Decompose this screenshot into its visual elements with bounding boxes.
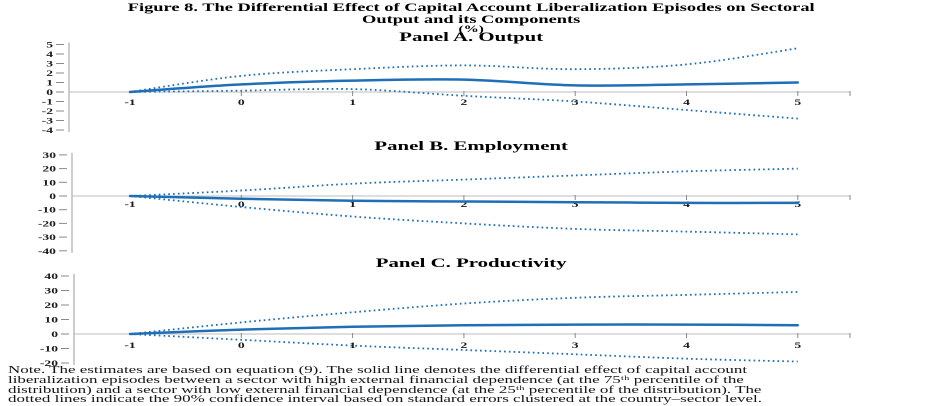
- svg-text:-20: -20: [38, 220, 57, 229]
- svg-text:5: 5: [794, 98, 801, 107]
- figure-title-line-1: Figure 8. The Differential Effect of Cap…: [127, 2, 815, 14]
- note-line-2: liberalization episodes between a sector…: [8, 374, 744, 386]
- svg-text:0: 0: [51, 330, 58, 339]
- series-solid-effect: [128, 78, 800, 94]
- svg-text:-10: -10: [38, 206, 57, 215]
- svg-text:0: 0: [238, 341, 245, 350]
- svg-text:-30: -30: [38, 233, 57, 242]
- svg-text:20: 20: [44, 301, 58, 310]
- svg-text:30: 30: [42, 152, 56, 160]
- panel-c-title: Panel C. Productivity: [375, 255, 567, 270]
- svg-text:30: 30: [44, 287, 58, 296]
- svg-text:-2: -2: [42, 107, 54, 116]
- series-dotted-ci: [129, 167, 798, 197]
- svg-text:0: 0: [238, 200, 245, 209]
- svg-text:4: 4: [46, 50, 53, 59]
- note-line-1: Note. The estimates are based on equatio…: [8, 365, 748, 376]
- svg-text:-1: -1: [42, 98, 54, 107]
- series-dotted-ci: [129, 195, 798, 236]
- unit-label: (%): [458, 25, 484, 35]
- svg-text:-3: -3: [42, 117, 54, 126]
- svg-text:2: 2: [460, 200, 467, 209]
- svg-text:-1: -1: [124, 200, 136, 209]
- svg-text:-10: -10: [40, 345, 59, 354]
- svg-text:3: 3: [572, 98, 579, 107]
- series-dotted-ci: [129, 291, 798, 335]
- svg-text:3: 3: [572, 200, 579, 209]
- svg-text:5: 5: [794, 341, 801, 350]
- svg-text:4: 4: [683, 341, 690, 350]
- svg-text:0: 0: [238, 98, 245, 107]
- svg-text:40: 40: [44, 272, 58, 281]
- svg-text:10: 10: [44, 316, 58, 325]
- svg-text:2: 2: [460, 341, 467, 350]
- svg-text:1: 1: [349, 98, 356, 107]
- series-solid-effect: [128, 194, 800, 205]
- svg-text:3: 3: [572, 341, 579, 350]
- svg-text:1: 1: [349, 200, 356, 209]
- svg-text:4: 4: [683, 98, 690, 107]
- series-dotted-ci: [129, 47, 798, 93]
- series-dotted-ci: [129, 87, 798, 120]
- note-line-3: distribution) and a sector with low exte…: [8, 384, 762, 396]
- svg-text:-4: -4: [42, 126, 54, 135]
- svg-text:0: 0: [46, 88, 53, 97]
- panel-b-title: Panel B. Employment: [374, 138, 568, 153]
- svg-text:-40: -40: [38, 247, 57, 256]
- svg-text:-20: -20: [40, 359, 59, 367]
- svg-text:20: 20: [42, 165, 56, 174]
- svg-text:5: 5: [794, 200, 801, 209]
- svg-text:2: 2: [46, 69, 53, 78]
- svg-text:-1: -1: [124, 341, 136, 350]
- svg-text:4: 4: [683, 200, 690, 209]
- svg-text:1: 1: [349, 341, 356, 350]
- svg-text:2: 2: [460, 98, 467, 107]
- series-dotted-ci: [129, 333, 798, 363]
- series-solid-effect: [128, 323, 800, 336]
- svg-text:-1: -1: [124, 98, 136, 107]
- svg-text:3: 3: [46, 60, 53, 69]
- svg-text:0: 0: [49, 192, 56, 201]
- svg-text:5: 5: [46, 41, 53, 50]
- panel-a-title: Panel A. Output: [399, 29, 544, 44]
- svg-text:1: 1: [46, 79, 53, 88]
- note-line-4: dotted lines indicate the 90% confidence…: [8, 394, 762, 406]
- figure-title-line-2: Output and its Components: [362, 14, 581, 26]
- figure-note: Note. The estimates are based on equatio…: [0, 365, 942, 406]
- svg-text:10: 10: [42, 179, 56, 188]
